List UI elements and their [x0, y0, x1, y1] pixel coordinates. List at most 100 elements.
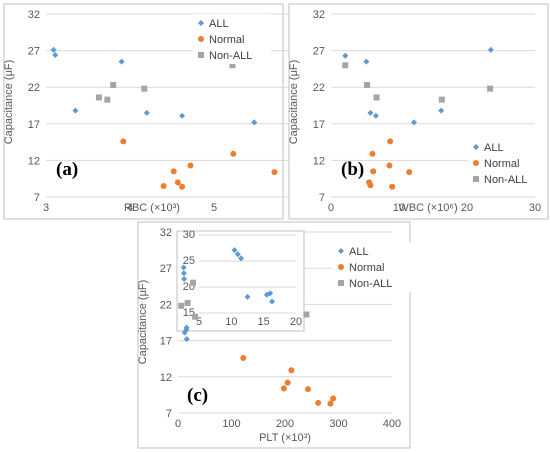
data-point-all [342, 52, 349, 59]
x-tick-label: 10 [393, 202, 405, 214]
legend-marker [473, 176, 479, 182]
inset-frame [176, 230, 305, 332]
data-point-normal [406, 169, 413, 176]
legend-label: Normal [349, 262, 384, 274]
data-point-non-all [110, 82, 117, 89]
data-point-all [363, 58, 370, 65]
inset-data-point [238, 255, 245, 262]
y-tick-label: 12 [313, 155, 325, 167]
data-point-non-all [373, 94, 380, 101]
legend-marker [198, 36, 204, 42]
data-point-all [251, 119, 258, 126]
y-tick-label: 22 [160, 299, 172, 311]
data-point-non-all [141, 85, 148, 92]
y-tick-label: 27 [313, 46, 325, 58]
data-point-all [52, 51, 59, 58]
data-point-normal [187, 162, 194, 169]
data-point-all [410, 119, 417, 126]
data-point-normal [330, 395, 337, 402]
data-point-non-all [487, 85, 494, 92]
y-tick-label: 32 [313, 9, 325, 21]
y-tick-label: 22 [313, 82, 325, 94]
inset-data-point [234, 251, 241, 258]
data-point-non-all [95, 94, 102, 101]
y-axis-label: Capacitance (μF) [288, 60, 300, 145]
data-point-non-all [184, 299, 191, 306]
legend-label: ALL [209, 18, 229, 30]
data-point-non-all [178, 302, 185, 309]
inset-x-tick-label: 10 [225, 316, 237, 328]
y-axis-label: Capacitance (μF) [137, 280, 149, 365]
x-axis-label: RBC (×10³) [124, 202, 180, 214]
x-tick-label: 20 [461, 202, 473, 214]
data-point-all [367, 109, 374, 116]
inset-x-tick-label: 15 [258, 316, 270, 328]
x-tick-label: 3 [43, 202, 49, 214]
legend-marker [338, 264, 344, 270]
inset-y-tick-label: 30 [183, 229, 195, 241]
data-point-all [180, 264, 187, 271]
y-tick-label: 17 [313, 119, 325, 131]
data-point-all [438, 107, 445, 114]
x-tick-label: 200 [276, 418, 294, 430]
legend-marker [473, 160, 479, 166]
y-tick-label: 17 [160, 336, 172, 348]
data-point-all [372, 112, 379, 119]
data-point-all [183, 336, 190, 343]
y-tick-label: 7 [319, 192, 325, 204]
data-point-all [179, 112, 186, 119]
data-point-normal [160, 183, 167, 190]
x-axis-label: PLT (×10³) [259, 432, 311, 444]
y-tick-label: 27 [28, 46, 40, 58]
legend-marker [198, 52, 204, 58]
data-point-normal [370, 168, 377, 175]
data-point-normal [386, 162, 393, 169]
y-tick-label: 17 [28, 119, 40, 131]
legend-label: Normal [484, 158, 519, 170]
inset-x-tick-label: 5 [196, 316, 202, 328]
x-tick-label: 0 [175, 418, 181, 430]
y-tick-label: 22 [28, 82, 40, 94]
x-tick-label: 5 [211, 202, 217, 214]
legend-box [193, 14, 271, 64]
data-point-all [183, 324, 190, 331]
data-point-non-all [342, 62, 349, 69]
data-point-normal [389, 183, 396, 190]
legend-marker [473, 144, 479, 150]
data-point-normal [179, 183, 186, 190]
data-point-normal [170, 168, 177, 175]
data-point-non-all [192, 313, 199, 320]
y-tick-label: 27 [160, 263, 172, 275]
data-point-normal [174, 179, 181, 186]
y-axis-label: Capacitance (μF) [3, 60, 15, 145]
panel-label: (b) [341, 159, 364, 180]
data-point-normal [315, 399, 322, 406]
panel-label: (a) [56, 159, 78, 180]
legend-label: ALL [349, 246, 369, 258]
inset-data-point [267, 290, 274, 297]
y-tick-label: 32 [160, 227, 172, 239]
y-tick-label: 12 [28, 155, 40, 167]
inset-data-point [244, 293, 251, 300]
legend-label: Non-ALL [209, 50, 252, 62]
data-point-all [181, 276, 188, 283]
data-point-all [118, 58, 125, 65]
data-point-normal [327, 400, 334, 407]
legend-box [333, 242, 411, 292]
legend-label: Non-ALL [484, 174, 527, 186]
data-point-non-all [438, 96, 445, 103]
data-point-non-all [364, 82, 371, 89]
data-point-normal [271, 169, 278, 176]
data-point-normal [387, 138, 394, 145]
chart-panel-1: 7 12 17 22 27 32 0 10 20 30 WBC (×10⁶) Capacitance … [288, 3, 549, 220]
inset-y-tick-label: 25 [183, 255, 195, 267]
chart-panel-0: 712172227323456RBC (×10³)Capacitance (μF… [3, 3, 301, 220]
inset-data-point [269, 298, 276, 305]
chart-panel-2: 7 12 17 22 27 32 0 100 200 300 400 PLT (×10³) Capaci… [137, 221, 411, 449]
data-point-all [50, 46, 57, 53]
legend-label: Non-ALL [349, 278, 392, 290]
x-axis-label: WBC (×10⁶) [398, 202, 457, 214]
inset-data-point [231, 247, 238, 254]
x-tick-label: 400 [383, 418, 401, 430]
